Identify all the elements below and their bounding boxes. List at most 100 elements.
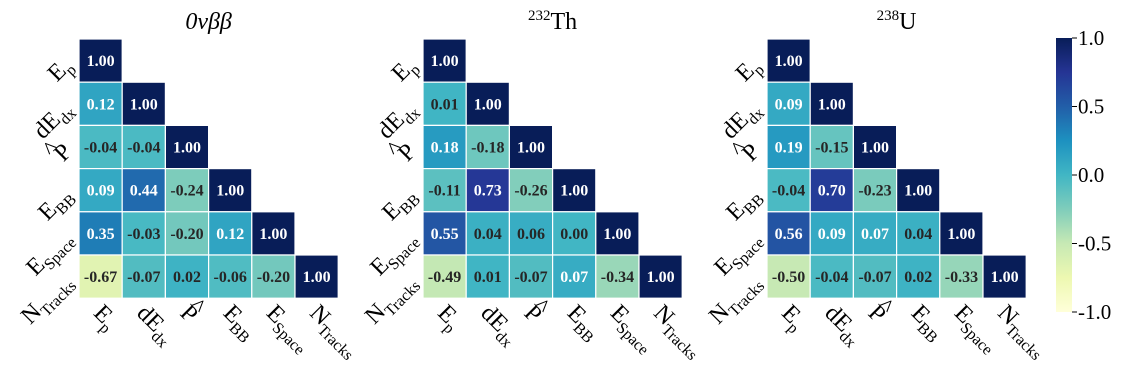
heatmap-cell	[939, 211, 984, 256]
heatmap-cell	[422, 38, 467, 83]
heatmap-cell	[595, 254, 640, 299]
y-tick-label: EBB	[721, 182, 768, 229]
heatmap-cell	[251, 254, 296, 299]
cell-value-label: 0.07	[560, 269, 588, 286]
heatmap-cell	[638, 254, 683, 299]
cell-value-label: -0.15	[815, 140, 848, 157]
cell-value-label: 1.00	[603, 226, 631, 243]
colorbar-gradient	[1056, 38, 1072, 312]
cell-value-label: 1.00	[517, 140, 545, 157]
heatmap-cell	[164, 124, 210, 170]
cell-value-label: 0.00	[560, 226, 588, 243]
x-tick-label: Ep	[86, 300, 123, 337]
cell-value-label: -0.20	[257, 269, 290, 286]
heatmap-cell	[465, 211, 511, 256]
cell-value-label: 0.12	[216, 226, 244, 243]
heatmap-cell	[208, 254, 253, 299]
cell-value-label: -0.07	[127, 269, 160, 286]
cell-value-label: 0.12	[87, 96, 115, 113]
cell-value-label: 0.35	[87, 226, 115, 243]
cell-value-label: -0.34	[601, 269, 634, 286]
cell-value-label: -0.04	[815, 269, 848, 286]
cell-value-label: 0.09	[87, 183, 115, 200]
x-tick-label: Ep	[430, 300, 467, 337]
cell-value-label: -0.49	[428, 269, 461, 286]
cell-value-label: 0.44	[130, 183, 158, 200]
heatmap-cell	[121, 211, 166, 256]
colorbar-tick-label: -1.0	[1078, 300, 1111, 324]
cell-value-label: -0.50	[772, 269, 805, 286]
cell-value-label: 1.00	[216, 183, 244, 200]
cell-value-label: -0.26	[514, 183, 547, 200]
cell-value-label: 1.00	[560, 183, 588, 200]
cell-value-label: 0.09	[775, 96, 803, 113]
cell-value-label: 0.19	[775, 140, 803, 157]
x-tick-label: ESpace	[946, 300, 1005, 359]
cell-value-label: 1.00	[947, 226, 975, 243]
heatmap-cell	[809, 124, 855, 170]
y-tick-label: dEdx	[717, 96, 768, 147]
y-tick-label: Ep	[731, 52, 768, 89]
x-tick-label: NTracks	[302, 300, 366, 364]
x-tick-label: EBB	[559, 300, 606, 347]
cell-value-label: -0.04	[772, 183, 805, 200]
heatmap-cell	[465, 81, 511, 126]
cell-value-label: 0.09	[818, 226, 846, 243]
heatmap-cell	[78, 38, 123, 83]
colorbar-tick-label: 0.0	[1078, 163, 1104, 187]
cell-value-label: 1.00	[431, 53, 459, 70]
cell-value-label: 1.00	[904, 183, 932, 200]
heatmap-cell	[595, 211, 640, 256]
cell-value-label: -0.07	[514, 269, 547, 286]
cell-value-label: -0.24	[170, 183, 203, 200]
cell-value-label: 0.07	[861, 226, 889, 243]
heatmap-panel-3: 238U 1.00 0.09 1.00 0.19 -0.15 1.00 -0.04 0.70 -0…	[704, 8, 1054, 364]
heatmap-panel-1: 0νββ 1.00 0.12 1.00 -0.04 -0.04 1.00 0.09 0.44 -0…	[16, 9, 366, 364]
heatmap-cell	[809, 211, 855, 256]
heatmap-cell	[895, 168, 941, 213]
x-tick-label: dEdx	[817, 300, 868, 351]
heatmap-cell	[766, 211, 811, 256]
y-tick-label: NTracks	[704, 268, 768, 332]
cell-value-label: 0.04	[474, 226, 502, 243]
y-tick-label: ESpace	[365, 225, 424, 284]
heatmap-cell	[422, 211, 467, 256]
panel-title: 232Th	[528, 8, 577, 35]
heatmap-cell	[809, 254, 855, 299]
cell-value-label: 1.00	[647, 269, 675, 286]
heatmap-cell	[164, 254, 210, 299]
cell-value-label: -0.33	[945, 269, 978, 286]
cell-value-label: 1.00	[130, 96, 158, 113]
panel-title: 238U	[877, 8, 917, 35]
x-tick-label: dEdx	[473, 300, 524, 351]
x-tick-label: ESpace	[602, 300, 661, 359]
x-tick-label: EBB	[215, 300, 262, 347]
x-tick-label: EBB	[903, 300, 950, 347]
y-tick-label: EBB	[33, 182, 80, 229]
cell-value-label: 1.00	[87, 53, 115, 70]
cell-value-label: 1.00	[818, 96, 846, 113]
heatmap-cell	[465, 124, 511, 170]
heatmap-cell	[766, 38, 811, 83]
heatmap-panels: 0νββ 1.00 0.12 1.00 -0.04 -0.04 1.00 0.09 0.44 -0…	[16, 8, 1054, 364]
heatmap-cell	[465, 254, 511, 299]
cell-value-label: 0.04	[904, 226, 932, 243]
cell-value-label: 0.01	[431, 96, 459, 113]
heatmap-cell	[508, 124, 554, 170]
cell-value-label: 0.02	[904, 269, 932, 286]
cell-value-label: -0.04	[84, 140, 117, 157]
cell-value-label: 0.55	[431, 226, 459, 243]
cell-value-label: -0.11	[428, 183, 460, 200]
heatmap-cell	[852, 211, 898, 256]
y-tick-label: NTracks	[16, 268, 80, 332]
heatmap-cell	[982, 254, 1027, 299]
panel-title: 0νββ	[185, 9, 232, 35]
x-tick-label: Ep	[774, 300, 811, 337]
x-tick-label: NTracks	[990, 300, 1054, 364]
y-tick-label: NTracks	[360, 268, 424, 332]
y-tick-label: ESpace	[21, 225, 80, 284]
cell-value-label: 1.00	[861, 140, 889, 157]
cell-value-label: -0.20	[170, 226, 203, 243]
